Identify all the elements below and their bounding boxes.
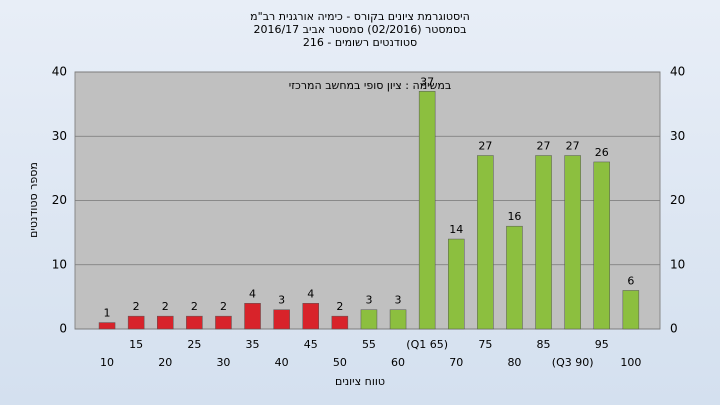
x-axis-label: טווח ציונים <box>335 375 385 388</box>
bar <box>506 225 523 330</box>
data-label: 27 <box>566 140 580 153</box>
x-tick-label: (Q1 65) <box>406 338 448 351</box>
data-label: 26 <box>595 146 609 159</box>
data-label: 16 <box>507 210 521 223</box>
bar <box>273 309 290 330</box>
bar <box>418 91 436 330</box>
chart-title: בסמסטר (02/2016) סמסטר אביב 2016/17 <box>253 23 466 36</box>
y-tick-label: 20 <box>52 193 67 207</box>
data-label: 4 <box>249 287 256 300</box>
bar <box>302 303 319 330</box>
x-tick-label: 80 <box>507 356 521 369</box>
y-tick-label: 10 <box>52 257 67 271</box>
chart-title: סטודנטים רשומים - 216 <box>303 36 417 49</box>
x-tick-label: 50 <box>333 356 347 369</box>
bar <box>448 238 465 330</box>
data-label: 3 <box>365 294 372 307</box>
x-tick-label: 85 <box>537 338 551 351</box>
data-label: 27 <box>478 140 492 153</box>
y-tick-label: 0 <box>59 322 67 336</box>
data-label: 2 <box>133 300 140 313</box>
bar <box>331 315 349 330</box>
data-label: 3 <box>395 294 402 307</box>
y2-tick-label: 40 <box>670 65 685 79</box>
data-label: 14 <box>449 223 463 236</box>
data-label: 4 <box>307 287 314 300</box>
data-label: 2 <box>220 300 227 313</box>
bar <box>186 315 203 330</box>
chart-title: היסטוגרמת ציונים בקורס - כימיה אורגנית ר… <box>250 10 470 23</box>
x-tick-label: 45 <box>304 338 318 351</box>
bar <box>360 309 378 330</box>
x-tick-label: 25 <box>187 338 201 351</box>
x-tick-label: 10 <box>100 356 114 369</box>
x-tick-label: 70 <box>449 356 463 369</box>
bar <box>564 155 581 330</box>
y2-tick-label: 20 <box>670 193 685 207</box>
data-label: 37 <box>420 75 434 88</box>
x-tick-label: 35 <box>246 338 260 351</box>
data-label: 27 <box>537 140 551 153</box>
bar <box>477 155 494 330</box>
bar <box>215 315 232 330</box>
x-tick-label: 75 <box>478 338 492 351</box>
bar <box>98 322 116 330</box>
bar <box>389 309 407 330</box>
bar <box>622 290 640 330</box>
y-axis-label: מספר סטודנטים <box>27 162 40 238</box>
x-tick-label: 30 <box>216 356 230 369</box>
x-tick-label: 15 <box>129 338 143 351</box>
bar <box>244 303 261 330</box>
bar <box>535 155 552 330</box>
data-label: 1 <box>104 307 111 320</box>
data-label: 2 <box>162 300 169 313</box>
y-tick-label: 30 <box>52 129 67 143</box>
bar <box>593 161 610 330</box>
data-label: 6 <box>627 274 634 287</box>
x-tick-label: 20 <box>158 356 172 369</box>
x-tick-label: 60 <box>391 356 405 369</box>
data-label: 2 <box>336 300 343 313</box>
bar <box>157 315 174 330</box>
data-label: 3 <box>278 294 285 307</box>
data-label: 2 <box>191 300 198 313</box>
y-tick-label: 40 <box>52 65 67 79</box>
y2-tick-label: 0 <box>670 322 678 336</box>
y2-tick-label: 10 <box>670 257 685 271</box>
y2-tick-label: 30 <box>670 129 685 143</box>
x-tick-label: 100 <box>620 356 641 369</box>
bar <box>127 315 145 330</box>
chart-subtitle: במשימה : ציון סופי במחשב המרכזי <box>289 79 452 92</box>
x-tick-label: 95 <box>595 338 609 351</box>
x-tick-label: 40 <box>275 356 289 369</box>
x-tick-label: 55 <box>362 338 376 351</box>
x-tick-label: (Q3 90) <box>552 356 594 369</box>
